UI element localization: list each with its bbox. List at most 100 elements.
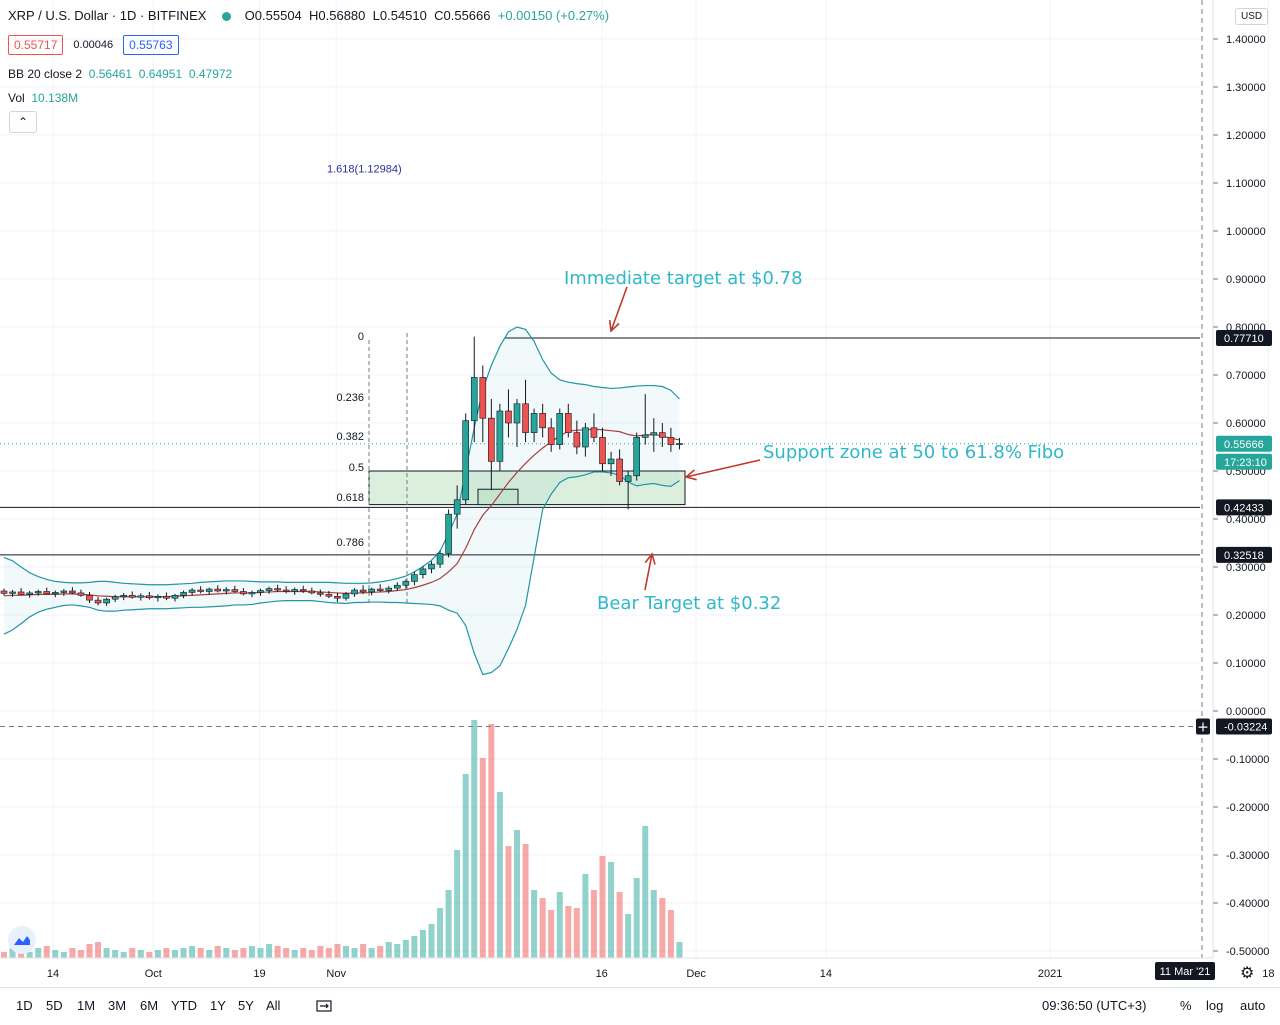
candle-body (146, 595, 153, 599)
currency-button[interactable]: USD (1235, 8, 1269, 25)
timeframe-5d[interactable]: 5D (46, 998, 63, 1013)
candle-body (573, 432, 581, 448)
timeframe-6m[interactable]: 6M (140, 998, 159, 1013)
candle (368, 587, 375, 596)
gear-icon[interactable]: ⚙ (1240, 965, 1255, 982)
candle-body (223, 589, 230, 592)
candle-body (470, 377, 478, 421)
sell-button[interactable]: 0.55717 (8, 35, 64, 55)
price-tick-label: 1.10000 (1226, 178, 1266, 190)
price-chart[interactable]: 0 0.236 0.382 0.5 0.618 0.786 1.618(1.12984) Im… (0, 0, 1280, 987)
symbol-title[interactable]: XRP / U.S. Dollar · 1D · BITFINEX (8, 8, 207, 23)
timeframe-ytd[interactable]: YTD (171, 998, 197, 1013)
timeframe-1y[interactable]: 1Y (210, 998, 226, 1013)
candle (265, 586, 273, 594)
price-tick-label: 0.20000 (1226, 610, 1266, 622)
candle-body (299, 589, 307, 592)
timeframe-3m[interactable]: 3M (108, 998, 127, 1013)
price-tick-label: 1.00000 (1226, 226, 1266, 238)
candle-body (582, 427, 589, 448)
volume-bar (514, 830, 520, 958)
volume-bar (317, 946, 324, 958)
candle (616, 449, 623, 486)
candle (154, 594, 162, 602)
price-tick-label: -0.20000 (1226, 802, 1269, 814)
price-tick-label: 1.30000 (1226, 82, 1266, 94)
volume-bar (548, 910, 555, 958)
volume-bar (625, 914, 632, 958)
timeframe-1m[interactable]: 1M (77, 998, 96, 1013)
percent-scale-button[interactable]: % (1180, 998, 1192, 1013)
date-range-icon[interactable] (316, 999, 332, 1013)
annotation-text: Bear Target at $0.32 (597, 593, 781, 614)
volume-bar (531, 890, 538, 958)
candle-body (547, 427, 555, 445)
candle (479, 365, 487, 443)
candle-body (676, 443, 683, 445)
candle (590, 413, 598, 443)
candle-body (393, 584, 401, 589)
time-tick-label: Nov (326, 968, 346, 980)
bb-legend[interactable]: BB 20 close 2 0.56461 0.64951 0.47972 (8, 67, 232, 81)
volume-bar (266, 944, 273, 958)
candle-body (539, 413, 546, 429)
candle-body (496, 410, 504, 462)
fib-label: 0.618 (336, 492, 364, 504)
candle (188, 588, 196, 596)
candle-body (0, 590, 8, 594)
time-tick-label: Dec (686, 968, 706, 980)
buy-button[interactable]: 0.55763 (123, 35, 179, 55)
candle (317, 589, 324, 597)
price-marker-label: 0.77710 (1224, 333, 1264, 345)
candle-body (128, 595, 136, 598)
price-marker-label: -0.03224 (1224, 721, 1267, 733)
fib-label: 0.382 (336, 431, 364, 443)
candle (17, 588, 25, 595)
tradingview-logo-icon[interactable] (8, 926, 36, 954)
candle-body (334, 595, 341, 599)
volume-bar (385, 942, 392, 958)
volume-bar (437, 908, 444, 958)
candle-body (43, 591, 51, 595)
candle (171, 593, 179, 602)
bottom-toolbar: 1D 5D 1M 3M 6M YTD 1Y 5Y All 09:36:50 (U… (0, 987, 1280, 1025)
candle (470, 336, 478, 443)
vol-legend[interactable]: Vol 10.138M (8, 91, 78, 105)
timeframe-all[interactable]: All (266, 998, 281, 1013)
volume-bar (214, 946, 221, 958)
volume-bar (60, 952, 67, 958)
candle (291, 587, 299, 595)
time-tick-label: 18 (1262, 968, 1274, 980)
candle (402, 579, 410, 589)
volume-bar (325, 948, 332, 958)
price-axis: 1.40000 1.30000 1.20000 1.10000 1.00000 0.900… (1196, 0, 1272, 958)
candle-body (26, 592, 33, 595)
volume-bar (18, 950, 25, 958)
candle (547, 418, 555, 452)
candle (69, 587, 76, 595)
timeframe-1d[interactable]: 1D (16, 998, 33, 1013)
candle (659, 423, 666, 447)
price-tick-label: 0.60000 (1226, 418, 1266, 430)
symbol-header: XRP / U.S. Dollar · 1D · BITFINEX O0.555… (8, 8, 609, 23)
candle-body (402, 581, 410, 586)
candle-body (180, 592, 187, 596)
volume-bar (300, 948, 307, 958)
candle (77, 589, 85, 597)
candle-body (479, 377, 487, 419)
collapse-legend-button[interactable]: ⌃ (9, 111, 37, 133)
volume-bars (1, 720, 683, 958)
candle-body (257, 590, 264, 593)
log-scale-button[interactable]: log (1206, 998, 1224, 1013)
support-arrow (685, 459, 761, 478)
time-cursor-marker (1155, 962, 1215, 980)
candle-body (419, 568, 427, 575)
clock[interactable]: 09:36:50 (UTC+3) (1042, 998, 1147, 1013)
candle (667, 427, 675, 452)
candle (599, 427, 606, 471)
bb-lower-line (3, 471, 680, 676)
timeframe-5y[interactable]: 5Y (238, 998, 254, 1013)
volume-bar (52, 950, 59, 958)
auto-scale-button[interactable]: auto (1240, 998, 1266, 1013)
volume-bar (642, 826, 649, 958)
